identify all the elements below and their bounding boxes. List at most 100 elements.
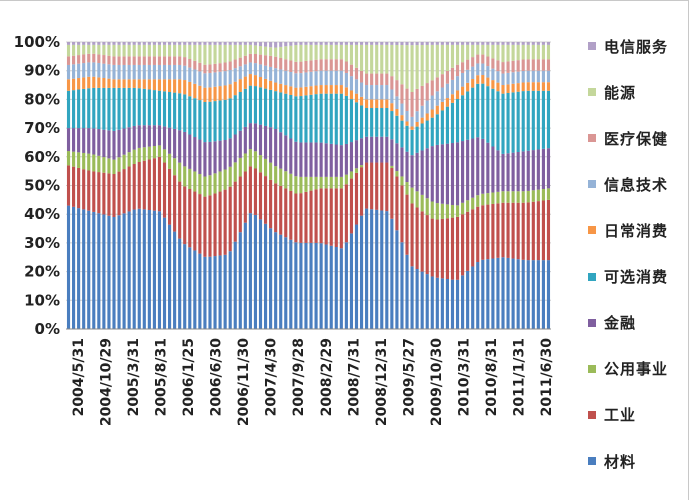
bar-segment — [228, 42, 232, 45]
bar-segment — [471, 42, 475, 45]
bar-segment — [309, 42, 313, 45]
bar-segment — [546, 70, 551, 83]
legend-label: 工业 — [604, 406, 637, 425]
bar-segment — [339, 188, 343, 249]
bar-segment — [486, 44, 490, 57]
bar-segment — [481, 83, 485, 139]
bar-segment — [274, 47, 278, 57]
bar-segment — [450, 42, 455, 45]
bar-segment — [183, 57, 187, 66]
bar-segment — [203, 256, 207, 329]
bar-segment — [476, 137, 480, 196]
bar-segment — [289, 239, 293, 329]
bar-segment — [223, 62, 227, 72]
bar-segment — [536, 260, 540, 329]
bar-segment — [405, 194, 409, 255]
bar-segment — [253, 45, 258, 54]
bar-segment — [218, 100, 222, 141]
bar-segment — [208, 87, 212, 102]
bar-segment — [82, 152, 86, 170]
bar-segment — [501, 202, 505, 258]
bar-segment — [87, 62, 91, 77]
bar-segment — [395, 109, 399, 116]
bar-segment — [410, 155, 414, 188]
bar-segment — [309, 242, 313, 329]
bar-segment — [157, 64, 162, 80]
bar-segment — [359, 82, 364, 97]
bar-segment — [370, 42, 374, 45]
bar-segment — [390, 42, 394, 45]
bar-segment — [243, 126, 247, 154]
bar-segment — [213, 63, 217, 73]
bar-segment — [354, 172, 359, 225]
bar-segment — [142, 56, 146, 65]
bar-segment — [541, 44, 545, 60]
bar-segment — [410, 92, 414, 117]
bar-segment — [349, 64, 354, 77]
bar-segment — [344, 143, 348, 175]
bar-segment — [274, 129, 278, 167]
bar-segment — [66, 151, 71, 166]
bar-segment — [521, 151, 525, 192]
bar-segment — [425, 42, 429, 45]
bar-segment — [294, 242, 298, 329]
bar-segment — [314, 189, 318, 243]
bar-segment — [385, 136, 389, 163]
bar-segment — [445, 42, 449, 45]
legend-label: 金融 — [604, 314, 637, 333]
bar-segment — [193, 44, 197, 61]
bar-segment — [198, 139, 202, 174]
bar-segment — [294, 45, 298, 62]
bar-segment — [147, 146, 151, 160]
bar-segment — [425, 148, 429, 199]
bar-segment — [425, 83, 429, 101]
bar-segment — [405, 111, 409, 122]
bar-segment — [471, 138, 475, 198]
bar-segment — [97, 42, 101, 45]
bar-segment — [72, 55, 76, 65]
bar-segment — [395, 115, 399, 144]
bar-segment — [440, 278, 444, 329]
bar-segment — [466, 270, 470, 329]
bar-segment — [309, 94, 313, 143]
bar-segment — [218, 44, 222, 64]
bar-segment — [284, 70, 288, 86]
bar-segment — [142, 209, 146, 329]
bar-segment — [496, 203, 500, 258]
bar-segment — [147, 125, 151, 147]
bar-segment — [526, 59, 530, 71]
bar-segment — [481, 54, 485, 64]
bar-segment — [359, 44, 364, 71]
bar-segment — [324, 188, 328, 245]
bar-segment — [77, 152, 81, 168]
bar-segment — [157, 42, 162, 45]
bar-segment — [162, 217, 167, 329]
bar-segment — [354, 224, 359, 329]
bar-segment — [269, 42, 273, 48]
bar-segment — [142, 42, 146, 45]
bar-segment — [390, 168, 394, 219]
bar-segment — [66, 79, 71, 91]
bar-segment — [178, 56, 182, 65]
bar-segment — [440, 74, 444, 88]
bar-segment — [420, 271, 424, 329]
bar-segment — [97, 87, 101, 130]
bar-segment — [223, 44, 227, 63]
bar-segment — [455, 279, 460, 329]
bar-segment — [97, 63, 101, 78]
bar-segment — [450, 217, 455, 280]
bar-segment — [531, 201, 535, 261]
bar-segment — [319, 142, 323, 177]
bar-segment — [344, 242, 348, 329]
bar-segment — [269, 127, 273, 163]
bar-segment — [253, 75, 258, 87]
bar-segment — [142, 147, 146, 161]
bar-segment — [380, 136, 384, 163]
bar-segment — [359, 167, 364, 216]
bar-segment — [415, 152, 419, 192]
bar-segment — [405, 88, 409, 112]
bar-segment — [279, 168, 283, 186]
bar-segment — [329, 85, 333, 94]
bar-segment — [481, 138, 485, 194]
bar-segment — [117, 42, 121, 45]
